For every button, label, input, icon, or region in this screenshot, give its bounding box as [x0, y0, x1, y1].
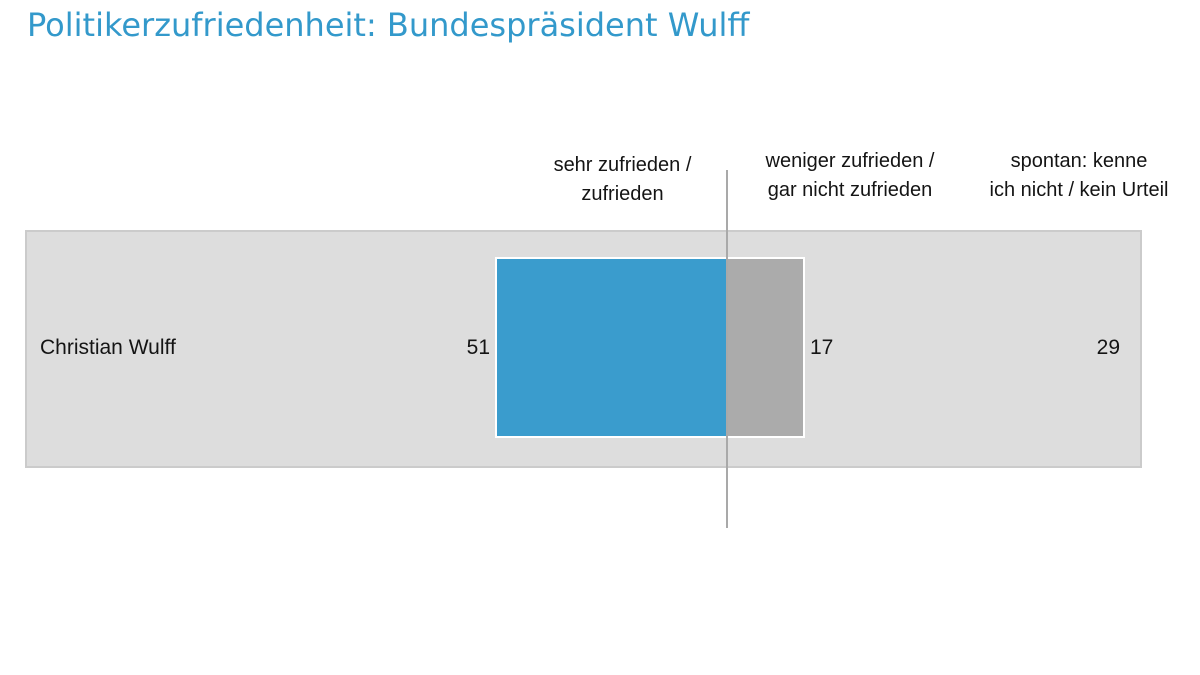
value-satisfied: 51 — [466, 336, 490, 359]
bar-satisfied — [497, 259, 727, 436]
column-header-no-opinion: spontan: kenne ich nicht / kein Urteil — [989, 150, 1169, 201]
value-no-opinion: 29 — [1096, 336, 1120, 359]
page-title: Politikerzufriedenheit: Bundespräsident … — [27, 6, 750, 44]
bar-unsatisfied — [726, 259, 803, 436]
column-header-unsatisfied: weniger zufrieden / gar nicht zufrieden — [765, 150, 935, 201]
row-label-politician: Christian Wulff — [40, 336, 176, 359]
column-header-satisfied: sehr zufrieden / zufrieden — [553, 154, 692, 205]
divider-line — [726, 170, 728, 528]
value-unsatisfied: 17 — [810, 336, 834, 359]
bar-group — [495, 257, 805, 438]
